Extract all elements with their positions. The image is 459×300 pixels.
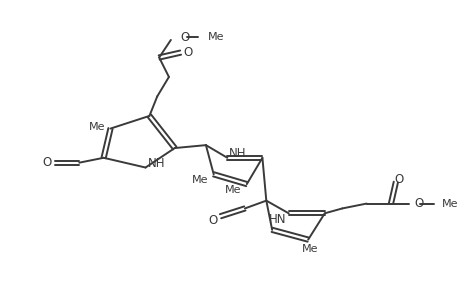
Text: Me: Me	[301, 244, 318, 254]
Text: HN: HN	[269, 213, 286, 226]
Text: Me: Me	[207, 32, 224, 42]
Text: NH: NH	[147, 157, 165, 170]
Text: O: O	[183, 46, 193, 59]
Text: Me: Me	[191, 175, 208, 185]
Text: O: O	[42, 156, 52, 169]
Text: O: O	[414, 197, 423, 210]
Text: Me: Me	[224, 185, 241, 195]
Text: Me: Me	[441, 199, 457, 208]
Text: NH: NH	[229, 147, 246, 161]
Text: O: O	[207, 214, 217, 226]
Text: Me: Me	[89, 122, 105, 132]
Text: O: O	[393, 173, 403, 186]
Text: O: O	[180, 31, 190, 44]
